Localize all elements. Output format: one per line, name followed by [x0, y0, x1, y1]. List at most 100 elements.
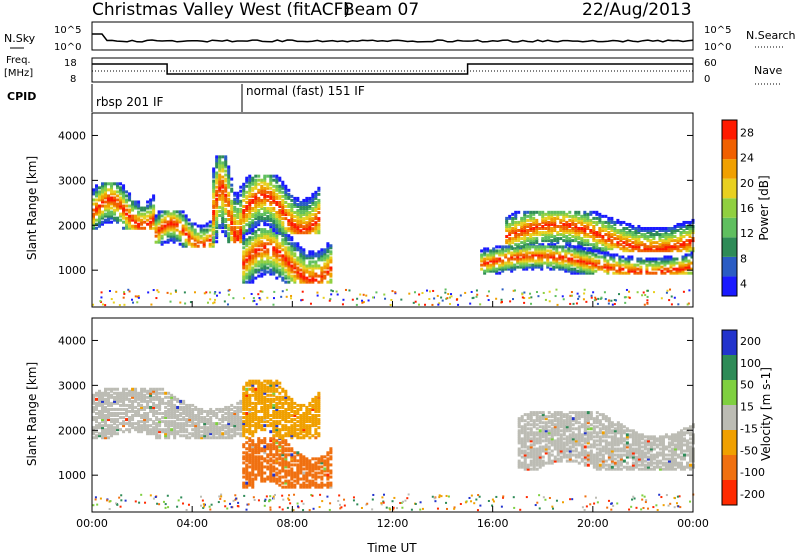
echo-cell: [501, 245, 505, 249]
echo-cell: [562, 233, 566, 237]
echo-cell: [425, 289, 428, 292]
echo-cell: [314, 262, 318, 266]
echo-cell: [107, 426, 111, 430]
echo-cell: [619, 243, 623, 247]
echo-cell: [290, 217, 294, 221]
echo-cell: [607, 243, 611, 247]
date-label: 22/Aug/2013: [582, 0, 692, 20]
echo-cell: [688, 226, 692, 230]
echo-cell: [137, 428, 141, 432]
echo-cell: [236, 401, 240, 405]
echo-cell: [197, 412, 201, 415]
echo-cell: [140, 399, 144, 403]
echo-cell: [272, 428, 276, 432]
echo-cell: [176, 416, 180, 420]
echo-cell: [164, 412, 168, 415]
echo-cell: [187, 242, 191, 246]
echo-cell: [233, 230, 237, 234]
echo-cell: [212, 175, 216, 179]
echo-cell: [119, 182, 123, 186]
echo-cell: [143, 405, 147, 409]
echo-cell: [131, 389, 135, 393]
echo-cell: [308, 215, 312, 219]
echo-cell: [529, 216, 533, 220]
echo-cell: [634, 235, 638, 239]
echo-cell: [227, 422, 231, 426]
echo-cell: [169, 218, 173, 222]
echo-cell: [652, 249, 656, 253]
echo-cell: [116, 418, 120, 422]
echo-cell: [457, 303, 460, 306]
echo-cell: [284, 250, 288, 254]
echo-cell: [305, 432, 309, 436]
echo-cell: [245, 465, 249, 469]
echo-cell: [679, 239, 683, 243]
echo-cell: [110, 430, 114, 434]
echo-cell: [113, 395, 117, 399]
echo-cell: [648, 263, 652, 267]
echo-cell: [637, 224, 641, 228]
echo-cell: [230, 226, 234, 230]
echo-cell: [196, 236, 200, 240]
echo-cell: [311, 399, 315, 403]
echo-cell: [686, 303, 689, 306]
echo-cell: [688, 249, 692, 253]
echo-cell: [296, 209, 300, 213]
echo-cell: [143, 395, 147, 399]
echo-cell: [639, 261, 643, 265]
echo-cell: [158, 395, 162, 399]
echo-cell: [582, 267, 586, 271]
echo-cell: [275, 447, 279, 451]
echo-cell: [534, 259, 538, 263]
echo-cell: [284, 268, 288, 272]
echo-cell: [627, 257, 631, 261]
echo-cell: [564, 255, 568, 259]
echo-cell: [263, 260, 267, 264]
echo-cell: [314, 217, 318, 221]
echo-cell: [140, 226, 144, 230]
echo-cell: [242, 246, 246, 250]
echo-cell: [293, 471, 297, 475]
echo-cell: [242, 190, 246, 194]
echo-cell: [275, 258, 279, 262]
echo-cell: [582, 298, 585, 301]
echo-cell: [119, 200, 123, 204]
echo-cell: [687, 271, 691, 275]
echo-cell: [275, 459, 279, 463]
echo-cell: [603, 269, 607, 273]
echo-cell: [302, 483, 306, 487]
echo-cell: [624, 265, 628, 269]
echo-cell: [110, 186, 114, 190]
echo-cell: [170, 403, 174, 407]
echo-cell: [196, 240, 200, 244]
echo-cell: [110, 212, 114, 216]
echo-cell: [598, 226, 602, 230]
echo-cell: [311, 270, 315, 274]
echo-cell: [251, 469, 255, 473]
echo-cell: [245, 178, 249, 182]
echo-cell: [682, 241, 686, 245]
echo-cell: [323, 463, 327, 467]
echo-cell: [561, 267, 565, 271]
echo-cell: [92, 407, 95, 411]
echo-cell: [209, 407, 213, 411]
echo-cell: [627, 271, 631, 275]
echo-cell: [568, 237, 572, 241]
echo-cell: [510, 255, 514, 259]
echo-cell: [218, 189, 222, 193]
echo-cell: [586, 224, 590, 228]
echo-cell: [576, 292, 579, 295]
echo-cell: [263, 383, 267, 387]
echo-cell: [625, 231, 629, 235]
echo-cell: [260, 178, 264, 182]
echo-cell: [278, 449, 282, 453]
echo-cell: [299, 202, 303, 206]
echo-cell: [188, 416, 192, 420]
echo-cell: [266, 407, 270, 411]
echo-cell: [601, 235, 605, 239]
echo-cell: [170, 416, 174, 420]
echo-cell: [480, 267, 484, 271]
echo-cell: [320, 457, 324, 461]
echo-cell: [572, 302, 575, 305]
echo-cell: [561, 255, 565, 259]
